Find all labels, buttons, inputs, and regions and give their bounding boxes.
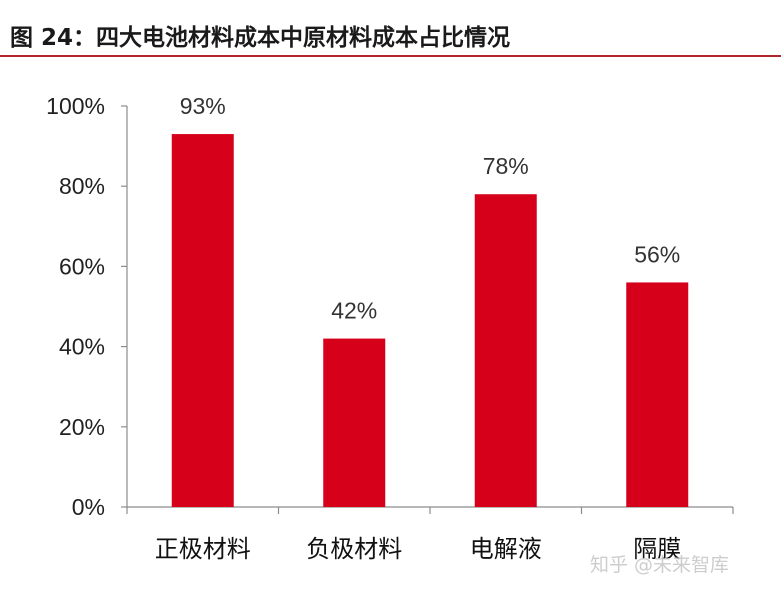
figure-title: 图 24：四大电池材料成本中原材料成本占比情况 [10,25,511,51]
bar [626,282,689,507]
y-tick-label: 80% [59,173,105,199]
bar [323,338,386,507]
bar [171,134,234,507]
x-tick-label: 隔膜 [633,535,681,563]
x-tick-label: 电解液 [470,535,542,563]
data-label: 78% [483,153,529,179]
data-label: 56% [634,241,680,267]
data-label: 42% [331,298,377,324]
y-tick-label: 100% [46,93,105,119]
y-tick-label: 20% [59,414,105,440]
y-tick-label: 0% [72,494,105,520]
data-label: 93% [180,93,226,119]
watermark: 知乎 @未来智库 [590,554,730,576]
bar [474,194,537,507]
x-tick-label: 正极材料 [155,535,251,563]
x-tick-label: 负极材料 [306,535,402,563]
title-divider [0,55,781,57]
y-tick-label: 60% [59,253,105,279]
y-tick-label: 40% [59,334,105,360]
